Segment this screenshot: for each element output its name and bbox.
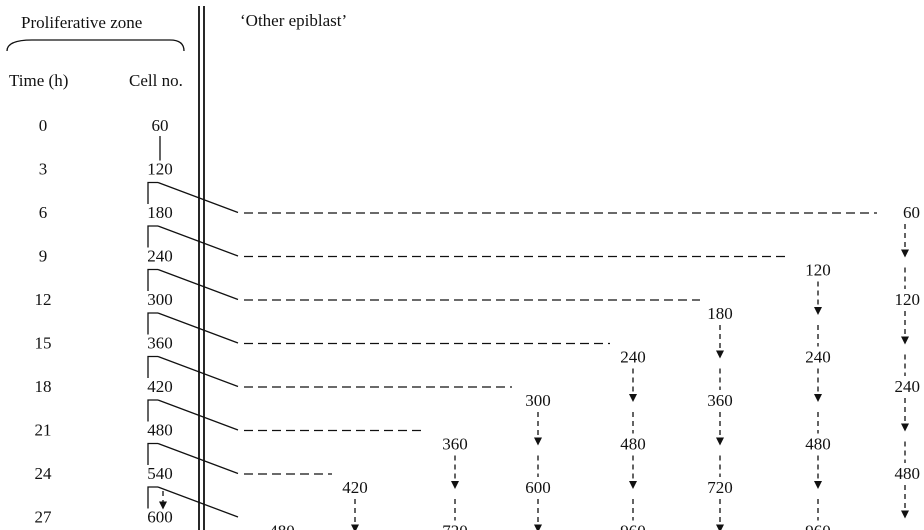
time-value: 15	[35, 334, 52, 353]
flow-arrow	[629, 455, 637, 489]
time-value: 21	[35, 421, 52, 440]
branch-line	[157, 181, 239, 214]
flow-value: 120	[895, 290, 921, 309]
flow-value: 720	[707, 478, 733, 497]
epiblast-streams: 60 120 180 240 300 360 420 480 720 600 480 960 360 72…	[244, 203, 920, 530]
branch-line	[157, 225, 239, 257]
zone-bracket	[147, 225, 158, 248]
dashed-flow-end: 300	[525, 391, 551, 410]
dashed-flow-end: 480	[269, 522, 295, 530]
flow-arrow	[814, 455, 822, 489]
zone-bracket	[147, 486, 158, 509]
proliferative-zone-links	[147, 136, 239, 518]
proliferative-zone-brace	[6, 39, 185, 52]
flow-arrow	[716, 325, 724, 359]
flow-value: 360	[707, 391, 733, 410]
dashed-flow-end: 180	[707, 304, 733, 323]
cell-number: 420	[147, 377, 173, 396]
branch-line	[157, 355, 239, 388]
zone-bracket	[147, 181, 158, 204]
cell-number: 240	[147, 247, 173, 266]
zone-bracket	[147, 355, 158, 378]
time-value: 9	[39, 247, 48, 266]
dashed-flow-end: 360	[442, 435, 468, 454]
flow-value: 960	[805, 522, 831, 530]
flow-arrow	[629, 368, 637, 402]
flow-arrow	[351, 499, 359, 530]
branch-line	[157, 399, 239, 431]
time-value: 0	[39, 116, 48, 135]
flow-value: 960	[620, 522, 646, 530]
time-value: 18	[35, 377, 52, 396]
header-cell-no: Cell no.	[129, 71, 183, 90]
flow-value: 480	[805, 435, 831, 454]
cell-number: 480	[147, 421, 173, 440]
flow-arrow	[716, 499, 724, 530]
header-other-epiblast: ‘Other epiblast’	[240, 11, 347, 30]
header-proliferative-zone: Proliferative zone	[21, 13, 142, 32]
flow-value: 240	[895, 377, 921, 396]
dashed-flow-end: 240	[620, 348, 646, 367]
flow-value: 720	[442, 522, 468, 530]
cell-number: 180	[147, 203, 173, 222]
cell-number: 300	[147, 290, 173, 309]
flow-value: 240	[805, 348, 831, 367]
time-value: 12	[35, 290, 52, 309]
zone-bracket	[147, 268, 158, 291]
flow-arrow	[901, 224, 909, 258]
branch-line	[157, 312, 239, 344]
dashed-flow-end: 60	[903, 203, 920, 222]
header-time: Time (h)	[9, 71, 68, 90]
flow-arrow	[716, 412, 724, 446]
dashed-flow-end: 420	[342, 478, 368, 497]
flow-arrow	[814, 281, 822, 315]
time-value: 27	[35, 508, 53, 527]
cell-number: 120	[147, 160, 173, 179]
cell-number: 540	[147, 464, 173, 483]
zone-bracket	[147, 442, 158, 465]
flow-arrow	[534, 412, 542, 446]
flow-arrow	[901, 398, 909, 432]
time-value: 24	[35, 464, 53, 483]
cell-number: 360	[147, 334, 173, 353]
zone-bracket	[147, 312, 158, 335]
time-value: 3	[39, 160, 48, 179]
flow-value: 480	[620, 435, 646, 454]
flow-arrow	[451, 455, 459, 489]
branch-line	[157, 486, 239, 518]
flow-arrow	[814, 368, 822, 402]
zone-arrow	[159, 491, 167, 510]
zone-bracket	[147, 399, 158, 422]
flow-value: 600	[525, 478, 551, 497]
flow-arrow	[534, 499, 542, 530]
time-rows: 0 3 6 9 12 15 18 21 24 27 60 120 180 240 300 360 420 480 5…	[35, 116, 173, 527]
flow-arrow	[901, 311, 909, 345]
flow-value: 480	[895, 464, 921, 483]
flow-arrow	[901, 485, 909, 519]
branch-line	[157, 442, 239, 475]
cell-number: 600	[147, 508, 173, 527]
time-value: 6	[39, 203, 48, 222]
branch-line	[157, 268, 239, 301]
cell-number: 60	[152, 116, 169, 135]
dashed-flow-end: 120	[805, 261, 831, 280]
